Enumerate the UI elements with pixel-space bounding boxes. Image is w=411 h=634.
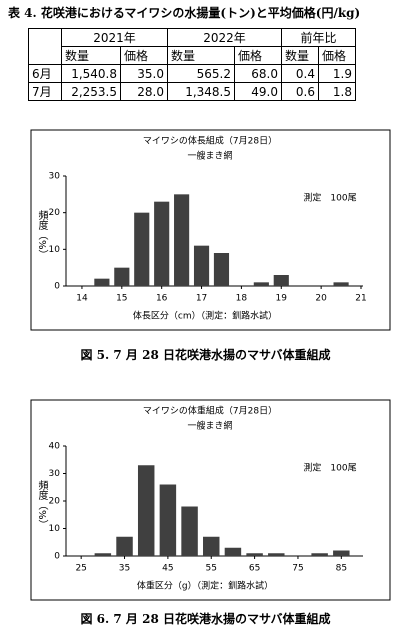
table-cell: 7月 <box>28 82 62 101</box>
header-cell: 数量 <box>167 46 235 65</box>
table-cell: 2,253.5 <box>61 82 121 101</box>
chart-frame <box>30 129 391 331</box>
x-tick-label: 65 <box>249 564 260 574</box>
x-axis-label: 体長区分（cm）（測定：釧路水試） <box>133 310 277 322</box>
bar <box>311 553 328 556</box>
table-cell: 0.4 <box>281 64 319 83</box>
table-cell: 1,540.8 <box>61 64 121 83</box>
bar <box>246 553 263 556</box>
y-tick-label: 30 <box>49 469 61 479</box>
table-cell: 1.8 <box>318 82 356 101</box>
x-tick-label: 85 <box>336 564 347 574</box>
bar <box>134 212 150 286</box>
x-tick-label: 20 <box>315 294 327 304</box>
chart-frame <box>30 399 391 601</box>
bar <box>333 550 350 556</box>
table-cell: 49.0 <box>234 82 282 101</box>
table-cell: 1,348.5 <box>167 82 235 101</box>
header-cell: 価格 <box>120 46 168 65</box>
x-tick-label: 21 <box>355 294 366 304</box>
bar <box>137 465 155 556</box>
y-tick-label: 20 <box>49 208 61 218</box>
x-tick-label: 19 <box>276 294 288 304</box>
y-tick-label: 20 <box>49 497 61 507</box>
header-cell: 価格 <box>234 46 282 65</box>
table-cell: 565.2 <box>167 64 235 83</box>
chart-title: マイワシの体重組成（7月28日） <box>143 405 277 417</box>
table-cell: 35.0 <box>120 64 168 83</box>
bar <box>193 245 210 286</box>
y-axis-label: 頻度（%） <box>36 479 48 530</box>
y-tick-label: 40 <box>49 442 61 452</box>
x-tick-label: 75 <box>292 564 303 574</box>
bar <box>253 282 269 286</box>
bar <box>114 267 130 286</box>
y-axis-label: 頻度（%） <box>36 209 48 260</box>
bar <box>159 484 177 556</box>
x-tick-label: 55 <box>206 564 217 574</box>
chart-subtitle: 一艘まき網 <box>187 420 232 432</box>
table-cell: 28.0 <box>120 82 168 101</box>
y-tick-label: 0 <box>54 552 60 562</box>
corner-cell <box>28 28 62 65</box>
bar <box>181 506 198 556</box>
bar <box>268 553 285 556</box>
annotation: 測定 100尾 <box>303 192 356 204</box>
header-cell: 数量 <box>61 46 121 65</box>
header-cell: 数量 <box>281 46 319 65</box>
header-cell: 2022年 <box>167 28 282 47</box>
y-tick-label: 10 <box>49 524 61 534</box>
table-cell: 6月 <box>28 64 62 83</box>
bar <box>273 275 289 286</box>
y-tick-label: 0 <box>54 282 60 292</box>
bar <box>224 547 242 556</box>
header-cell: 価格 <box>318 46 356 65</box>
data-table: 2021年 2022年 前年比 数量 価格 数量 価格 数量 価格 6月 1,540.8 35… <box>28 28 356 101</box>
x-tick-label: 25 <box>75 564 86 574</box>
bar <box>94 278 110 286</box>
annotation: 測定 100尾 <box>303 462 356 474</box>
chart-title: マイワシの体長組成（7月28日） <box>143 135 277 147</box>
x-tick-label: 45 <box>162 564 173 574</box>
x-axis-label: 体重区分（g）（測定：釧路水試） <box>137 580 273 592</box>
x-tick-label: 17 <box>196 294 207 304</box>
header-cell: 前年比 <box>281 28 356 47</box>
table-title: 表 4. 花咲港におけるマイワシの水揚量(トン)と平均価格(円/kg) <box>8 6 361 20</box>
y-tick-label: 30 <box>49 172 61 182</box>
table-cell: 0.6 <box>281 82 319 101</box>
figure-caption: 図 6. 7 月 28 日花咲港水揚のマサバ体重組成 <box>80 612 331 626</box>
y-tick-label: 10 <box>49 245 61 255</box>
table-cell: 1.9 <box>318 64 356 83</box>
bar <box>213 253 230 286</box>
x-tick-label: 18 <box>236 294 248 304</box>
bar <box>203 536 220 556</box>
table-cell: 68.0 <box>234 64 282 83</box>
chart-subtitle: 一艘まき網 <box>187 150 232 162</box>
bar <box>333 282 349 286</box>
bar <box>154 201 170 286</box>
x-tick-label: 16 <box>156 294 168 304</box>
bar <box>94 553 112 556</box>
x-tick-label: 14 <box>76 294 88 304</box>
header-cell: 2021年 <box>61 28 168 47</box>
bar <box>174 194 190 286</box>
bar <box>116 536 133 556</box>
x-tick-label: 15 <box>116 294 127 304</box>
figure-caption: 図 5. 7 月 28 日花咲港水揚のマサバ体重組成 <box>80 348 331 362</box>
x-tick-label: 35 <box>119 564 130 574</box>
